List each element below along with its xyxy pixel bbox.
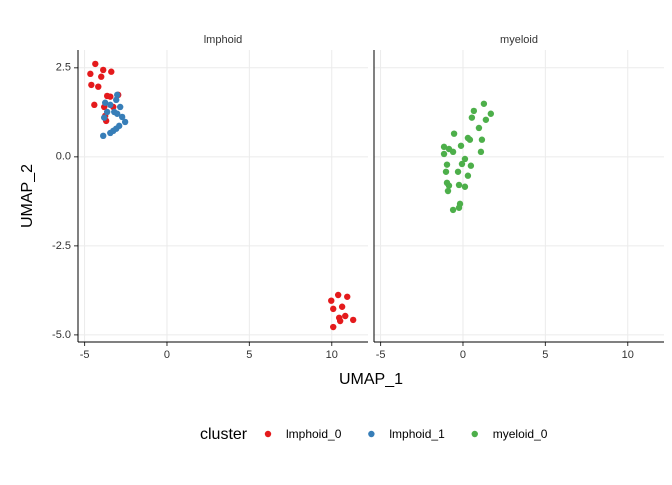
point [103, 108, 111, 116]
point [328, 297, 335, 304]
y-axis-label: UMAP_2 [19, 164, 36, 228]
legend-label: lmphoid_0 [286, 427, 342, 441]
point [450, 130, 458, 137]
x-tick-label: 5 [542, 349, 548, 361]
point [478, 136, 486, 143]
legend-label: lmphoid_1 [389, 427, 445, 441]
point [330, 305, 337, 313]
panel-title: myeloid [500, 34, 538, 46]
point [454, 168, 462, 175]
point [457, 142, 465, 149]
point [95, 83, 102, 90]
point [88, 81, 95, 89]
x-tick-label: 5 [246, 349, 252, 361]
x-tick-label: -5 [376, 349, 386, 361]
point [100, 114, 108, 121]
point [107, 101, 114, 109]
point [100, 66, 107, 74]
point [101, 99, 109, 106]
panel-title: lmphoid [204, 34, 243, 46]
point [461, 155, 469, 163]
point [114, 110, 121, 117]
x-tick-label: 0 [164, 349, 170, 361]
point [443, 161, 451, 168]
point [92, 60, 99, 68]
point [334, 291, 342, 299]
legend-label: myeloid_0 [493, 427, 548, 441]
point [480, 100, 488, 107]
point [91, 101, 98, 109]
point [108, 68, 115, 75]
point [440, 143, 448, 151]
x-axis-label: UMAP_1 [339, 371, 403, 388]
point [98, 73, 105, 80]
point [113, 96, 120, 104]
point [461, 183, 469, 190]
point [445, 182, 453, 189]
point [330, 323, 337, 331]
point [487, 110, 495, 117]
point [118, 113, 126, 121]
x-tick-label: 0 [460, 349, 466, 361]
point [336, 317, 344, 325]
legend-marker [264, 430, 272, 438]
point [107, 129, 114, 137]
point [107, 93, 114, 100]
point [455, 181, 463, 189]
x-tick-label: 10 [622, 349, 634, 361]
point [455, 204, 463, 211]
point [442, 168, 450, 175]
point [449, 206, 457, 214]
point [349, 316, 357, 324]
point [470, 107, 478, 115]
point [100, 132, 107, 140]
point [458, 160, 466, 168]
point [475, 124, 483, 132]
point [342, 312, 349, 320]
point [116, 103, 124, 111]
point [440, 150, 448, 158]
point [467, 162, 475, 169]
point [449, 148, 457, 156]
point [114, 91, 121, 99]
x-tick-label: 10 [326, 349, 338, 361]
legend-title: cluster [200, 426, 248, 443]
legend-marker [471, 430, 478, 438]
point [477, 148, 485, 156]
point [87, 70, 94, 78]
point [466, 136, 474, 143]
point [444, 187, 452, 195]
legend-marker [368, 430, 375, 438]
point [464, 172, 472, 179]
point [482, 116, 490, 123]
y-tick-label: 0.0 [56, 151, 71, 163]
x-tick-label: -5 [80, 349, 90, 361]
point [338, 303, 346, 310]
y-tick-label: -5.0 [52, 329, 71, 341]
y-tick-label: 2.5 [56, 62, 71, 74]
point [344, 293, 351, 300]
point [468, 114, 476, 121]
y-tick-label: -2.5 [52, 240, 71, 252]
point [121, 118, 129, 126]
